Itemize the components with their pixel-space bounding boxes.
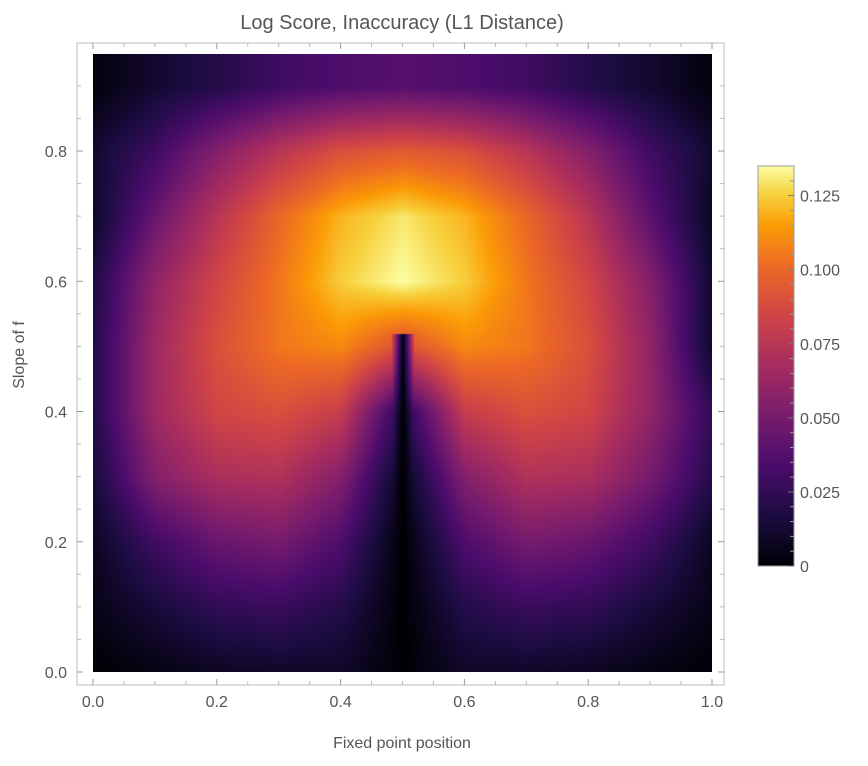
heatmap-raster bbox=[93, 54, 712, 672]
x-tick-label: 0.8 bbox=[577, 694, 599, 711]
plot-frame bbox=[76, 42, 725, 686]
y-axis-ticks: 0.0 0.2 0.4 0.6 0.8 bbox=[45, 85, 724, 682]
x-tick-label: 0.6 bbox=[453, 694, 475, 711]
y-tick-label: 0.0 bbox=[45, 665, 67, 682]
colorbar-frame bbox=[757, 165, 795, 567]
y-axis-label: Slope of f bbox=[11, 321, 28, 389]
x-tick-label: 0.4 bbox=[329, 694, 351, 711]
colorbar-tick-label: 0 bbox=[800, 559, 809, 576]
x-axis-label: Fixed point position bbox=[333, 735, 471, 752]
x-tick-label: 0.2 bbox=[206, 694, 228, 711]
colorbar-ticks: 0 0.025 0.050 0.075 0.100 0.125 bbox=[788, 180, 840, 576]
colorbar-tick-label: 0.025 bbox=[800, 485, 840, 502]
y-tick-label: 0.8 bbox=[45, 144, 67, 161]
colorbar-tick-label: 0.125 bbox=[800, 189, 840, 206]
colorbar-tick-label: 0.075 bbox=[800, 337, 840, 354]
x-tick-label: 0.0 bbox=[82, 694, 104, 711]
heatmap-image bbox=[93, 54, 712, 672]
x-tick-label: 1.0 bbox=[701, 694, 723, 711]
y-tick-label: 0.2 bbox=[45, 535, 67, 552]
y-tick-label: 0.6 bbox=[45, 274, 67, 291]
x-axis-ticks: 0.0 0.2 0.4 0.6 0.8 1.0 bbox=[82, 43, 723, 711]
colorbar-tick-label: 0.100 bbox=[800, 263, 840, 280]
colorbar-tick-label: 0.050 bbox=[800, 411, 840, 428]
colorbar bbox=[758, 166, 794, 566]
y-tick-label: 0.4 bbox=[45, 405, 67, 422]
chart-title: Log Score, Inaccuracy (L1 Distance) bbox=[240, 12, 564, 34]
